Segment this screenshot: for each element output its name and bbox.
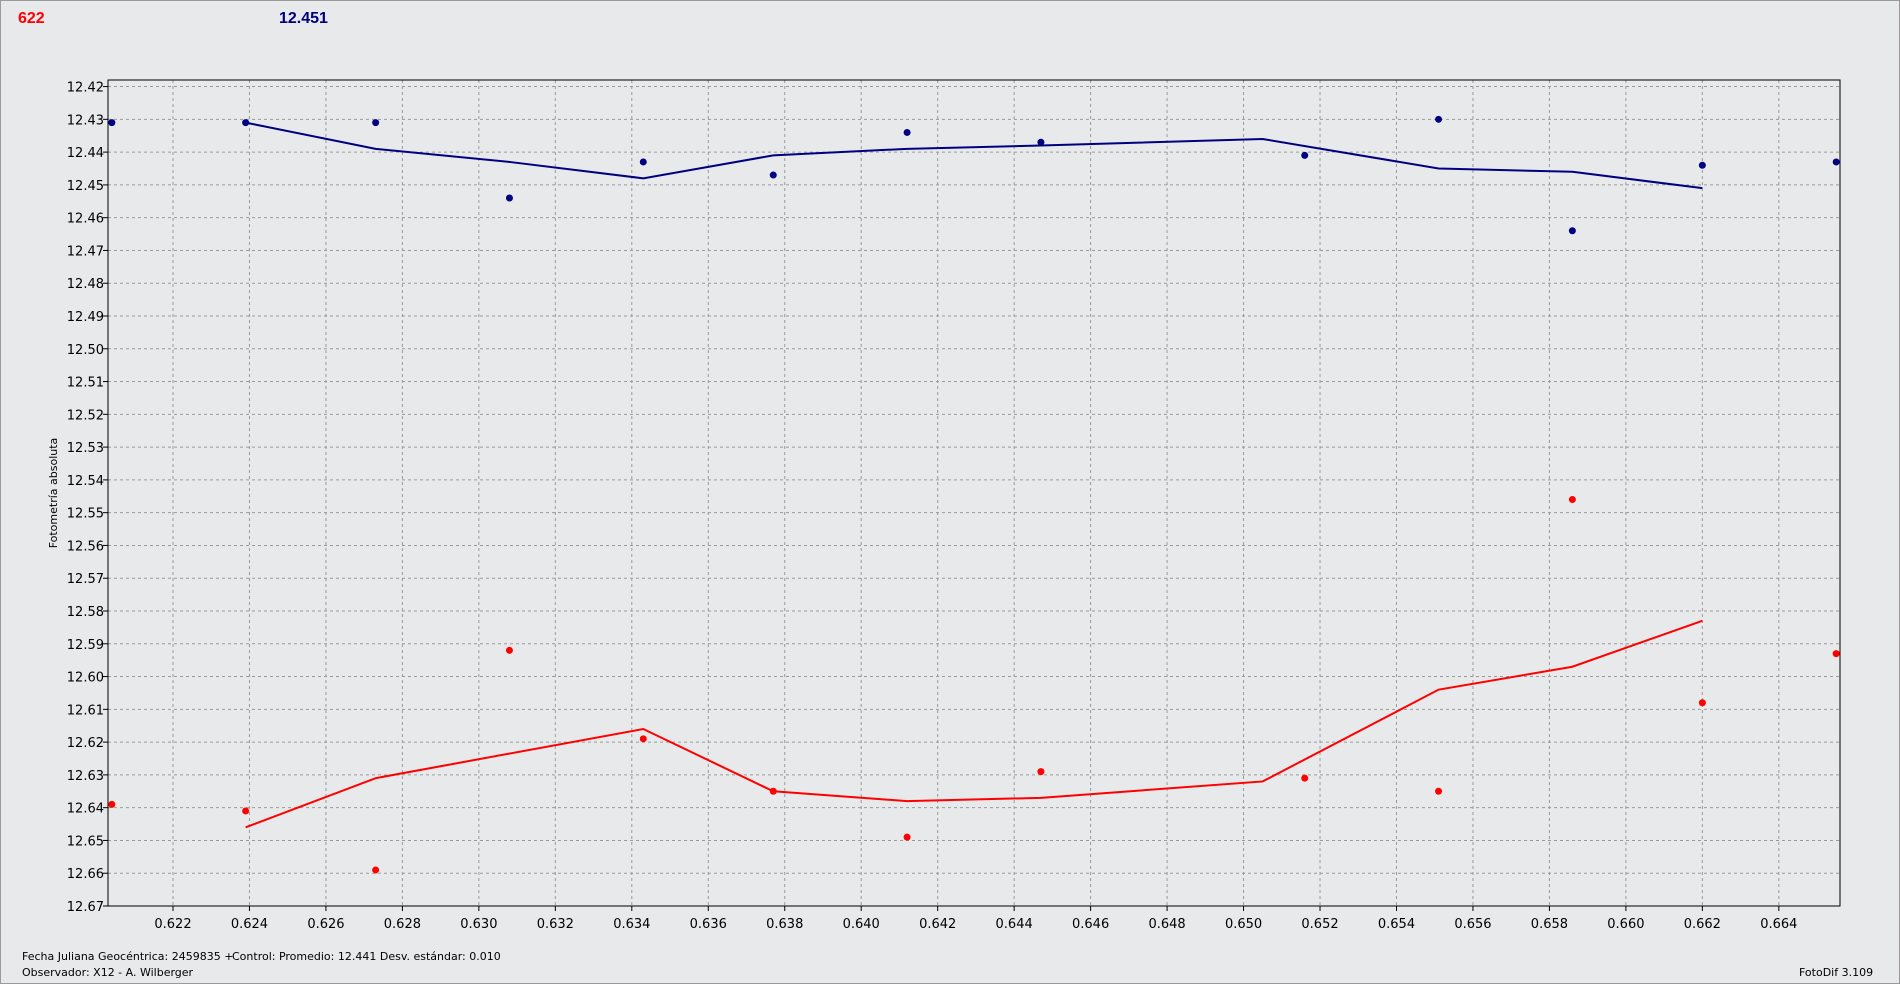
- series-2-point: [1832, 650, 1840, 658]
- series-1-line: [245, 121, 1703, 190]
- julian-date-label: Fecha Juliana Geocéntrica: 2459835 +: [22, 950, 234, 963]
- series-2: [108, 496, 1840, 874]
- x-tick-label: 0.652: [1301, 917, 1338, 932]
- y-tick-label: 12.52: [67, 408, 104, 423]
- y-tick-label: 12.60: [67, 671, 104, 686]
- series-2-line: [245, 619, 1703, 829]
- x-tick-label: 0.642: [919, 917, 956, 932]
- y-tick-label: 12.43: [67, 113, 104, 128]
- series-2-point: [1435, 787, 1443, 795]
- y-tick-label: 12.63: [67, 769, 104, 784]
- series-1-point: [372, 119, 380, 127]
- x-tick-label: 0.624: [231, 917, 268, 932]
- x-tick-label: 0.640: [843, 917, 880, 932]
- x-tick-label: 0.650: [1225, 917, 1262, 932]
- y-tick-label: 12.55: [67, 507, 104, 522]
- series-1: [108, 115, 1840, 235]
- y-tick-label: 12.61: [67, 703, 104, 718]
- series-layer: [108, 115, 1840, 874]
- series-1-point: [1301, 151, 1309, 159]
- y-tick-label: 12.56: [67, 539, 104, 554]
- x-tick-label: 0.664: [1760, 917, 1797, 932]
- series-2-point: [108, 800, 116, 808]
- y-tick-label: 12.46: [67, 212, 104, 227]
- series-1-point: [639, 158, 647, 166]
- y-tick-labels: 12.42 12.43 12.44 12.45 12.46 12.47 12.48 12.49…: [67, 81, 104, 915]
- series-1-point: [1435, 115, 1443, 123]
- series-2-point: [769, 787, 777, 795]
- series-1-point: [1037, 138, 1045, 146]
- x-tick-label: 0.632: [537, 917, 574, 932]
- y-tick-label: 12.49: [67, 310, 104, 325]
- series-1-point: [1698, 161, 1706, 169]
- control-stats-label: Control: Promedio: 12.441 Desv. estándar…: [232, 950, 501, 963]
- y-tick-label: 12.59: [67, 638, 104, 653]
- grid-lines: [103, 80, 1840, 911]
- cursor-y-readout: 12.451: [279, 10, 328, 27]
- series-1-point: [505, 194, 513, 202]
- series-2-point: [505, 646, 513, 654]
- software-version-label: FotoDif 3.109: [1799, 966, 1874, 979]
- y-tick-label: 12.66: [67, 867, 104, 882]
- series-1-point: [1568, 227, 1576, 235]
- x-tick-label: 0.626: [307, 917, 344, 932]
- x-tick-labels: 0.622 0.624 0.626 0.628 0.630 0.632 0.634 0.636…: [154, 917, 1797, 932]
- x-tick-label: 0.654: [1378, 917, 1415, 932]
- y-tick-label: 12.48: [67, 277, 104, 292]
- x-tick-label: 0.634: [613, 917, 650, 932]
- x-tick-label: 0.630: [460, 917, 497, 932]
- cursor-x-readout: 622: [18, 10, 45, 27]
- y-tick-label: 12.58: [67, 605, 104, 620]
- series-2-point: [1698, 699, 1706, 707]
- y-tick-label: 12.45: [67, 179, 104, 194]
- y-tick-label: 12.47: [67, 244, 104, 259]
- series-1-point: [242, 119, 250, 127]
- observer-label: Observador: X12 - A. Wilberger: [22, 966, 194, 979]
- series-1-point: [903, 128, 911, 136]
- y-tick-label: 12.42: [67, 81, 104, 96]
- x-tick-label: 0.648: [1148, 917, 1185, 932]
- x-tick-label: 0.628: [384, 917, 421, 932]
- series-2-point: [372, 866, 380, 874]
- series-1-point: [1832, 158, 1840, 166]
- y-axis-label: Fotometría absoluta: [47, 438, 60, 549]
- x-tick-label: 0.662: [1684, 917, 1721, 932]
- y-tick-label: 12.67: [67, 900, 104, 915]
- x-tick-label: 0.660: [1607, 917, 1644, 932]
- y-tick-label: 12.57: [67, 572, 104, 587]
- y-tick-label: 12.64: [67, 802, 104, 817]
- series-2-point: [639, 735, 647, 743]
- series-2-point: [1568, 496, 1576, 504]
- series-2-point: [1301, 774, 1309, 782]
- y-tick-label: 12.44: [67, 146, 104, 161]
- y-tick-label: 12.51: [67, 376, 104, 391]
- x-tick-label: 0.644: [996, 917, 1033, 932]
- series-2-point: [1037, 768, 1045, 776]
- y-tick-label: 12.54: [67, 474, 104, 489]
- y-tick-label: 12.62: [67, 736, 104, 751]
- x-tick-label: 0.656: [1454, 917, 1491, 932]
- x-tick-label: 0.622: [154, 917, 191, 932]
- x-tick-label: 0.636: [690, 917, 727, 932]
- x-tick-label: 0.658: [1531, 917, 1568, 932]
- y-tick-label: 12.65: [67, 834, 104, 849]
- series-2-point: [242, 807, 250, 815]
- y-tick-label: 12.53: [67, 441, 104, 456]
- y-tick-label: 12.50: [67, 343, 104, 358]
- x-tick-label: 0.638: [766, 917, 803, 932]
- plot-area-frame: [107, 79, 1841, 907]
- x-tick-label: 0.646: [1072, 917, 1109, 932]
- series-1-point: [108, 119, 116, 127]
- series-2-point: [903, 833, 911, 841]
- series-1-point: [769, 171, 777, 179]
